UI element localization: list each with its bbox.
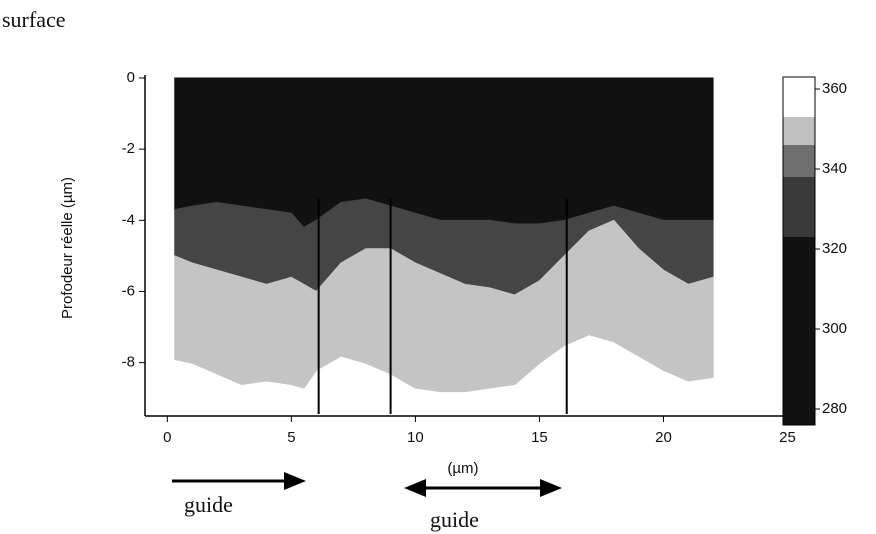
colorbar-frame	[782, 76, 816, 426]
x-axis-label: (µm)	[447, 460, 478, 477]
colorbar-tick-label: 320	[822, 240, 847, 257]
colorbar-tick-label: 340	[822, 160, 847, 177]
colorbar-segment	[783, 145, 815, 177]
x-tick-label: 25	[779, 429, 796, 446]
annotation: guide	[430, 507, 479, 532]
y-tick-label: -6	[122, 282, 135, 299]
colorbar-tick-label: 300	[822, 320, 847, 337]
colorbar-segment	[783, 117, 815, 145]
colorbar-segment	[783, 237, 815, 425]
layer-region	[174, 77, 714, 229]
x-tick-label: 0	[163, 429, 171, 446]
x-tick-label: 10	[407, 429, 424, 446]
colorbar-segment	[783, 77, 815, 117]
y-tick-label: -2	[122, 140, 135, 157]
x-tick-label: 5	[287, 429, 295, 446]
colorbar-tick-label: 280	[822, 400, 847, 417]
colorbar-tick-label: 360	[822, 80, 847, 97]
x-tick-label: 15	[531, 429, 548, 446]
colorbar-segment	[783, 177, 815, 237]
y-axis-label: Profodeur réelle (µm)	[59, 177, 76, 319]
layer-boundary	[174, 333, 714, 393]
arrows	[172, 472, 562, 497]
chart-title: surface	[2, 7, 66, 32]
y-tick-label: -4	[122, 211, 135, 228]
y-tick-label: -8	[122, 354, 135, 371]
x-tick-label: 20	[655, 429, 672, 446]
y-tick-label: 0	[127, 69, 135, 86]
annotation: guide	[184, 492, 233, 517]
